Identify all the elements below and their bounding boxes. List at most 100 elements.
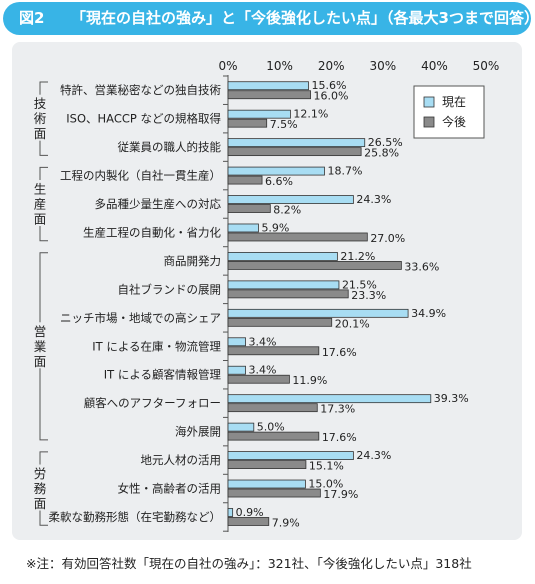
data-label-current: 39.3%: [434, 392, 469, 405]
x-tick-label: 0%: [218, 59, 237, 73]
bar-future: [227, 118, 268, 128]
chart-title: 「現在の自社の強み」と「今後強化したい点」（各最大3つまで回答）: [71, 9, 531, 27]
bar-future: [227, 488, 321, 498]
bar-current: [227, 422, 255, 432]
footnote: ※注：有効回答社数「現在の自社の強み」：321社、「今後強化したい点」318社: [26, 556, 472, 571]
bar-current: [227, 479, 306, 489]
bar-current: [227, 365, 246, 375]
bar-future: [227, 175, 263, 185]
group-label: 技術面: [34, 96, 47, 141]
group-label-background: [32, 464, 48, 511]
data-label-future: 17.6%: [322, 431, 357, 444]
legend-label-current: 現在: [442, 95, 466, 109]
data-label-future: 16.0%: [314, 90, 349, 103]
x-tick-label: 50%: [473, 59, 500, 73]
data-label-future: 8.2%: [273, 204, 301, 217]
bar-current: [227, 223, 259, 233]
legend-swatch-current: [423, 96, 435, 108]
data-label-current: 15.0%: [308, 478, 343, 491]
bar-future: [227, 147, 362, 157]
category-label: 顧客へのアフターフォロー: [84, 396, 221, 410]
category-label: ISO、HACCP などの規格取得: [66, 112, 221, 126]
category-label: IT による在庫・物流管理: [92, 339, 221, 353]
bar-current: [227, 337, 246, 347]
category-label: 女性・高齢者の活用: [118, 482, 222, 496]
bar-current: [227, 508, 234, 517]
bar-future: [227, 90, 311, 100]
x-tick-label: 20%: [318, 59, 345, 73]
bar-future: [227, 517, 270, 526]
data-label-future: 23.3%: [351, 289, 386, 302]
x-tick-label: 40%: [421, 59, 448, 73]
bar-future: [227, 431, 320, 441]
bar-current: [227, 81, 309, 91]
category-label: 特許、営業秘密などの独自技術: [60, 83, 221, 97]
data-label-future: 6.6%: [265, 175, 293, 188]
data-label-future: 7.5%: [270, 118, 298, 131]
category-label: IT による顧客情報管理: [104, 368, 222, 382]
data-label-future: 25.8%: [364, 147, 399, 160]
bar-future: [227, 204, 271, 213]
bar-current: [227, 166, 325, 176]
bar-future: [227, 317, 333, 327]
data-label-future: 11.9%: [292, 374, 327, 387]
legend-swatch-future: [423, 116, 435, 128]
bar-future: [227, 460, 307, 469]
data-label-current: 3.4%: [249, 335, 277, 348]
group-label: 生産面: [34, 182, 47, 227]
bar-current: [227, 109, 291, 119]
bar-current: [227, 138, 366, 148]
bar-future: [227, 403, 318, 413]
data-label-future: 17.3%: [320, 403, 355, 416]
data-label-future: 17.6%: [322, 346, 357, 359]
data-label-current: 15.6%: [311, 79, 346, 92]
bar-future: [227, 346, 320, 356]
bar-current: [227, 451, 354, 460]
data-label-future: 33.6%: [404, 260, 439, 273]
data-label-future: 15.1%: [309, 460, 344, 473]
category-label: 地元人材の活用: [141, 453, 222, 467]
bar-current: [227, 252, 338, 261]
data-label-current: 5.9%: [261, 221, 289, 234]
bar-future: [227, 374, 290, 384]
category-label: 柔軟な勤務形態（在宅勤務など）: [49, 510, 222, 524]
data-label-future: 27.0%: [370, 232, 405, 245]
data-label-current: 5.0%: [257, 421, 285, 434]
figure-label: 図2: [19, 9, 45, 27]
legend-box: [413, 85, 485, 139]
data-label-current: 18.7%: [327, 165, 362, 178]
data-label-current: 12.1%: [293, 108, 328, 121]
group-label-background: [32, 180, 48, 227]
bar-future: [227, 289, 349, 299]
title-banner: 図2 「現在の自社の強み」と「今後強化したい点」（各最大3つまで回答）: [3, 2, 531, 35]
data-label-current: 24.3%: [356, 449, 391, 462]
data-label-future: 7.9%: [272, 516, 300, 529]
category-label: 海外展開: [175, 425, 221, 439]
data-label-current: 0.9%: [236, 506, 264, 519]
group-label: 営業面: [34, 324, 47, 369]
category-label: 多品種少量生産への対応: [95, 197, 222, 211]
bar-current: [227, 308, 409, 318]
category-label: 工程の内製化（自社一貫生産）: [60, 169, 221, 183]
data-label-current: 26.5%: [368, 136, 403, 149]
data-label-current: 21.5%: [342, 278, 377, 291]
category-label: 商品開発力: [164, 254, 222, 268]
category-label: ニッチ市場・地域での高シェア: [60, 311, 221, 325]
group-label-background: [32, 322, 48, 369]
bar-future: [227, 261, 402, 270]
bar-future: [227, 232, 368, 242]
group-label-background: [32, 94, 48, 141]
legend-label-future: 今後: [442, 114, 466, 129]
category-label: 従業員の職人的技能: [118, 140, 222, 154]
data-label-future: 17.9%: [323, 488, 358, 501]
category-label: 自社ブランドの展開: [118, 282, 222, 296]
data-label-current: 21.2%: [340, 250, 375, 263]
data-label-current: 24.3%: [356, 193, 391, 206]
bar-current: [227, 195, 354, 204]
bar-current: [227, 394, 432, 404]
category-label: 生産工程の自動化・省力化: [83, 225, 221, 239]
x-tick-label: 10%: [266, 59, 293, 73]
data-label-current: 3.4%: [249, 364, 277, 377]
data-label-future: 20.1%: [335, 317, 370, 330]
